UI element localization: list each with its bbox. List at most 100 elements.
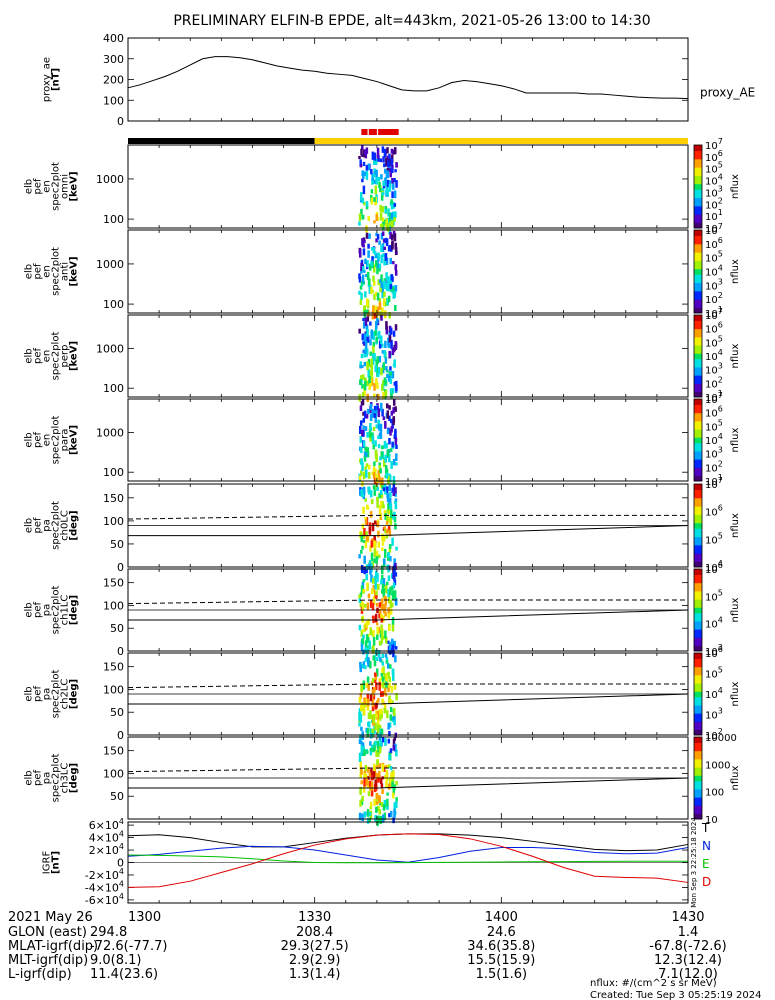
y-tick-label: 6×104	[89, 817, 124, 832]
colorbar-cell	[694, 194, 702, 199]
colorbar-cell	[694, 323, 702, 327]
spectrogram-cell	[365, 380, 369, 387]
spectrogram-cell	[372, 173, 376, 178]
colorbar-cell	[694, 707, 702, 711]
spectrogram-cell	[380, 367, 383, 376]
spectrogram-cell	[371, 522, 375, 532]
colorbar-cell	[694, 553, 702, 557]
spectrogram-cell	[387, 503, 390, 512]
spectrogram-cell	[381, 653, 385, 658]
spectrogram-cell	[368, 772, 372, 777]
y-tick-label: -2×104	[85, 867, 124, 882]
spectrogram-cell	[394, 436, 398, 446]
colorbar-cell	[694, 203, 702, 207]
colorbar-tick-label: 105	[705, 531, 723, 546]
spectrogram-cell	[384, 420, 387, 429]
spectrogram-cell	[389, 586, 392, 596]
spectrogram-cell	[370, 358, 373, 367]
spectrogram-cell	[373, 490, 377, 496]
colorbar-tick-label: 104	[705, 432, 723, 447]
spectrogram-cell	[373, 220, 376, 224]
colorbar-label: nflux	[730, 174, 741, 199]
y-tick-label: 150	[103, 492, 124, 505]
spectrogram-cell	[374, 415, 377, 423]
spectrogram-cell	[378, 709, 381, 719]
spectrogram-cell	[386, 515, 389, 522]
spectrogram-cell	[393, 743, 397, 748]
spectrogram-cell	[389, 664, 392, 669]
y-axis-label-line: pef	[33, 432, 44, 449]
spectrogram-cell	[385, 764, 389, 769]
spectrogram-cell	[381, 192, 385, 196]
colorbar-cell	[694, 418, 702, 422]
spectrogram-cell	[366, 298, 369, 307]
colorbar-cell	[694, 391, 702, 395]
spectrogram-cell	[360, 282, 364, 287]
loss-cone-line	[128, 777, 689, 789]
y-tick-label: 150	[103, 745, 124, 758]
spectrogram-cell	[359, 664, 362, 673]
spectrogram-cell	[394, 503, 398, 510]
colorbar-tick-label: 106	[705, 561, 723, 576]
spectrogram-cell	[373, 742, 376, 751]
spectrogram-cell	[375, 177, 378, 185]
spectrogram-cell	[381, 598, 384, 603]
spectrogram-cell	[392, 416, 396, 423]
anti-loss-cone-line	[127, 683, 688, 689]
colorbar-cell	[694, 685, 702, 690]
spectrogram-cell	[375, 702, 378, 709]
spectrogram-cell	[381, 445, 384, 450]
spectrogram-cell	[384, 205, 387, 210]
spectrogram-cell	[367, 369, 370, 378]
spectrogram-cell	[380, 451, 384, 458]
spectrogram-cell	[362, 161, 366, 167]
spectrogram-cell	[367, 791, 371, 797]
spectrogram-cell	[392, 787, 395, 795]
colorbar-cell	[694, 577, 702, 581]
y-tick-label: 0	[117, 115, 124, 128]
spectrogram-cell	[389, 699, 392, 705]
spectrogram-cell	[380, 254, 383, 264]
y-tick-label: 100	[103, 466, 124, 479]
spectrogram-cell	[391, 616, 395, 625]
colorbar-cell	[694, 285, 702, 289]
spectrogram-cell	[360, 745, 364, 754]
spectrogram-cell	[388, 731, 391, 737]
spectrogram-cell	[390, 339, 393, 349]
spectrogram-cell	[366, 309, 369, 314]
spectrogram-cell	[384, 168, 387, 174]
colorbar-cell	[694, 307, 702, 311]
spectrogram-cell	[373, 197, 376, 202]
spectrogram-cell	[361, 701, 364, 709]
spectrogram-cell	[366, 818, 370, 824]
colorbar-cell	[694, 767, 702, 771]
spectrogram-cell	[385, 529, 389, 534]
spectrogram-cell	[392, 149, 395, 155]
spectrogram-cell	[390, 685, 394, 693]
colorbar-tick-label: 104	[705, 616, 723, 631]
spectrogram-cell	[362, 579, 366, 583]
spectrogram-cell	[392, 515, 395, 520]
spectrogram-cell	[395, 444, 398, 449]
y-axis-label-line: pef	[33, 517, 44, 534]
spectrogram-cell	[384, 528, 387, 534]
spectrogram-cell	[373, 405, 377, 412]
spectrogram-cell	[382, 298, 386, 307]
colorbar-cell	[694, 810, 702, 815]
spectrogram-cell	[366, 393, 369, 402]
colorbar-tick-label: 104	[705, 264, 723, 279]
y-axis-label-line: en	[42, 350, 53, 363]
spectrogram-cell	[372, 596, 376, 606]
spectrogram-cell	[381, 698, 384, 706]
colorbar-tick-label: 105	[705, 666, 723, 681]
spectrogram-cell	[387, 575, 391, 581]
spectrogram-cell	[382, 362, 386, 370]
spectrogram-cell	[370, 781, 374, 791]
spectrogram-cell	[360, 780, 363, 785]
spectrogram-cell	[387, 685, 390, 693]
footer-row-value: 7.1(12.0)	[658, 967, 718, 982]
spectrogram-cell	[394, 211, 397, 218]
colorbar-cell	[694, 564, 702, 568]
spectrogram-cell	[392, 290, 395, 299]
spectrogram-cell	[393, 359, 396, 368]
